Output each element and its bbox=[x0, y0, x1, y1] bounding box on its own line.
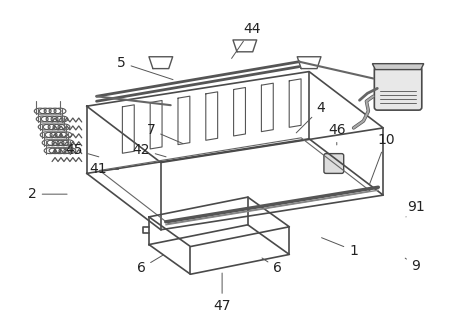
Text: 45: 45 bbox=[65, 143, 99, 157]
Text: 9: 9 bbox=[405, 258, 420, 273]
Text: 47: 47 bbox=[213, 273, 231, 313]
FancyBboxPatch shape bbox=[324, 154, 344, 173]
Text: 41: 41 bbox=[90, 162, 118, 176]
Text: 4: 4 bbox=[296, 101, 325, 133]
Text: 10: 10 bbox=[370, 133, 395, 185]
Text: 44: 44 bbox=[231, 22, 261, 58]
Text: 42: 42 bbox=[132, 143, 166, 157]
Text: 7: 7 bbox=[146, 123, 183, 144]
Text: 46: 46 bbox=[328, 123, 346, 145]
Text: 5: 5 bbox=[117, 56, 173, 80]
Text: 2: 2 bbox=[28, 187, 67, 201]
Text: 6: 6 bbox=[262, 258, 282, 275]
Text: 6: 6 bbox=[137, 255, 164, 275]
Polygon shape bbox=[372, 64, 424, 70]
FancyBboxPatch shape bbox=[374, 67, 422, 110]
Text: 1: 1 bbox=[322, 238, 358, 258]
Text: 91: 91 bbox=[406, 200, 425, 217]
